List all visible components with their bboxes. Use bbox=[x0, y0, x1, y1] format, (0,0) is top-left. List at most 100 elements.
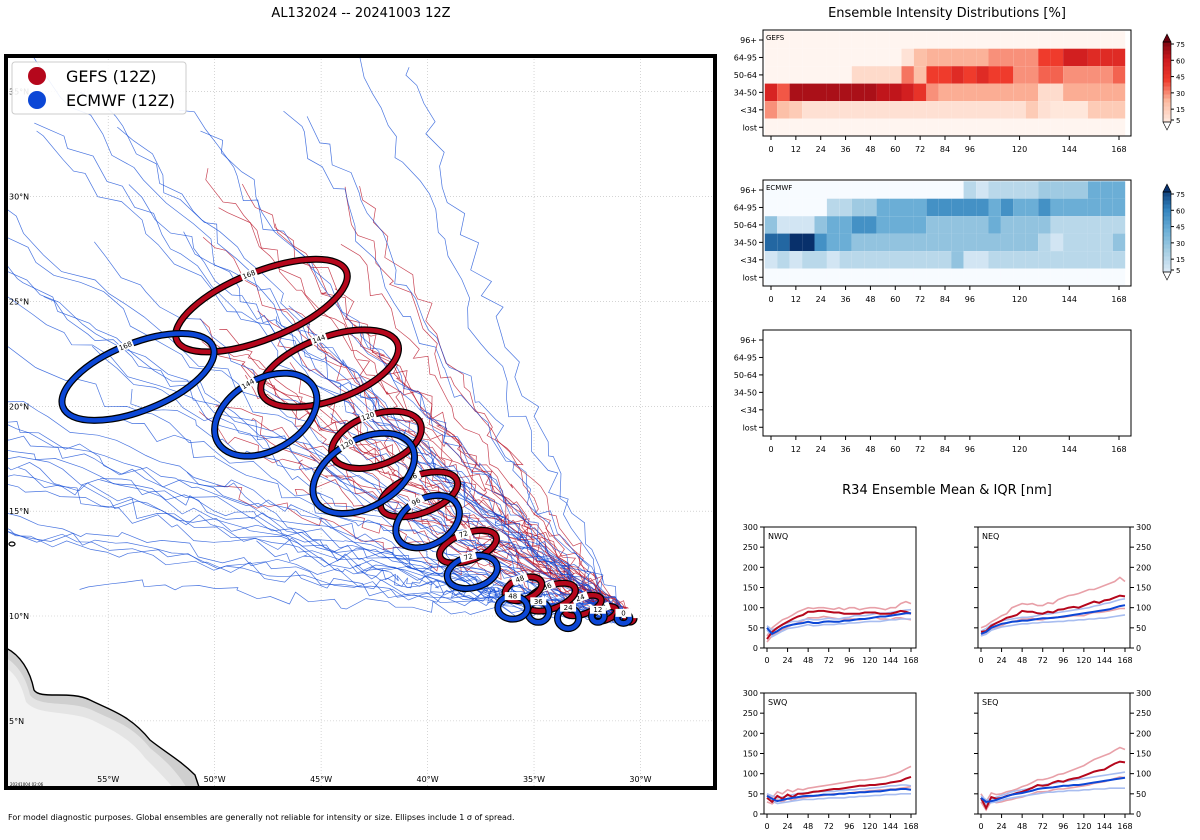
r34-ylabel: 100 bbox=[743, 770, 758, 779]
heatmap-cell bbox=[764, 101, 778, 119]
heatmap-xlabel: 120 bbox=[1012, 445, 1027, 454]
heatmap-cell bbox=[826, 31, 840, 49]
heatmap-cell bbox=[1075, 31, 1088, 49]
heatmap-cell bbox=[1038, 31, 1051, 49]
heatmap-cell bbox=[926, 233, 939, 252]
r34-xlabel: 120 bbox=[862, 822, 877, 831]
heatmap-ylabel: 50-64 bbox=[734, 221, 757, 230]
r34-xlabel: 48 bbox=[1017, 822, 1027, 831]
legend-ecmwf-marker bbox=[28, 91, 46, 109]
colorbar-step bbox=[1163, 264, 1171, 269]
heatmap-cell bbox=[951, 251, 964, 269]
heatmap-cell bbox=[1075, 198, 1088, 217]
legend-box bbox=[11, 61, 187, 115]
ecmwf-hour-label-bg bbox=[116, 339, 135, 353]
map-frame bbox=[4, 54, 717, 790]
heatmap-cell bbox=[976, 198, 989, 217]
heatmap-cell bbox=[1000, 181, 1014, 199]
heatmap-cell bbox=[976, 101, 989, 119]
r34-ylabel: 250 bbox=[1136, 543, 1151, 552]
colorbar-tick-label: 5 bbox=[1176, 117, 1180, 125]
heatmap-cell bbox=[1112, 268, 1126, 286]
heatmap-cell bbox=[1000, 251, 1014, 269]
heatmap-cell bbox=[1025, 118, 1039, 136]
map-stamp: 20241004 02:06 bbox=[10, 782, 44, 787]
heatmap-cell bbox=[951, 83, 964, 102]
heatmap-cell bbox=[764, 216, 778, 234]
heatmap-cell bbox=[1087, 198, 1101, 217]
heatmap-cell bbox=[1075, 181, 1088, 199]
heatmap-xlabel: 144 bbox=[1062, 295, 1077, 304]
r34-xlabel: 72 bbox=[824, 656, 834, 665]
r34-ylabel: 50 bbox=[1136, 624, 1146, 633]
heatmap-cell bbox=[864, 198, 877, 217]
track-line bbox=[306, 116, 631, 619]
track-line bbox=[299, 256, 630, 619]
heatmap-cell bbox=[764, 181, 778, 199]
track-line bbox=[6, 456, 630, 621]
r34-panel-neq: 0 50 100 150 200 250 300 0 24 48 72 96 120 144 168 NEQ bbox=[974, 523, 1151, 665]
heatmap-cell bbox=[889, 216, 902, 234]
heatmap-cell bbox=[1013, 118, 1026, 136]
heatmap-cell bbox=[1000, 66, 1014, 84]
gefs-hour-label-bg bbox=[510, 572, 529, 586]
heatmap-cell bbox=[876, 181, 889, 199]
gefs-ellipse-96: 96 bbox=[376, 468, 462, 521]
gefs-hour-label: 24 bbox=[575, 593, 587, 604]
heatmap-cell bbox=[876, 83, 889, 102]
heatmap-cell bbox=[864, 118, 877, 136]
ecmwf-hour-label-bg bbox=[337, 436, 356, 452]
heatmap-cell bbox=[901, 101, 914, 119]
heatmap-ylabel: 64-95 bbox=[734, 353, 757, 362]
lon-tick-label: 55°W bbox=[97, 775, 119, 784]
heatmap-frame bbox=[762, 329, 1132, 437]
r34-ylabel: 150 bbox=[1136, 750, 1151, 759]
heatmap-cell bbox=[926, 251, 939, 269]
ecmwf-hour-label-bg bbox=[504, 592, 521, 601]
heatmap-cell bbox=[1050, 83, 1063, 102]
heatmap-cell bbox=[1038, 251, 1051, 269]
heatmap-cell bbox=[764, 198, 778, 217]
heatmap-cell bbox=[826, 233, 840, 252]
heatmap-cell bbox=[951, 216, 964, 234]
track-line bbox=[6, 421, 630, 620]
r34-ylabel: 250 bbox=[743, 543, 758, 552]
heatmap-cell bbox=[826, 48, 840, 67]
ecmwf-hour-label-bg bbox=[589, 605, 606, 614]
r34-xlabel: 24 bbox=[996, 656, 1006, 665]
lat-tick-label: 15°N bbox=[9, 507, 29, 516]
heatmap-cell bbox=[814, 233, 827, 252]
heatmap-cell bbox=[1000, 216, 1014, 234]
heatmap-cell bbox=[876, 31, 889, 49]
heatmap-xlabel: 96 bbox=[965, 295, 975, 304]
heatmap-cell bbox=[1025, 83, 1039, 102]
heatmap-cell bbox=[814, 251, 827, 269]
r34-quadrant-label: NEQ bbox=[982, 532, 999, 541]
spread-ellipses: 0122436487296120144168012243648729612014… bbox=[58, 255, 638, 633]
heatmap-cell bbox=[938, 216, 952, 234]
heatmap-xlabel: 96 bbox=[965, 445, 975, 454]
heatmap-cell bbox=[1050, 233, 1063, 252]
heatmap-cell bbox=[802, 31, 815, 49]
colorbar-tick-label: 75 bbox=[1176, 191, 1185, 199]
r34-ylabel: 200 bbox=[1136, 729, 1151, 738]
heatmap-ylabel: 50-64 bbox=[734, 71, 757, 80]
heatmap-panel-label: GEFS bbox=[766, 34, 785, 42]
heatmap-cell bbox=[988, 216, 1001, 234]
colorbar-step bbox=[1163, 46, 1171, 51]
heatmap-cell bbox=[951, 31, 964, 49]
heatmap-cell bbox=[1087, 83, 1101, 102]
heatmap-cell bbox=[826, 66, 840, 84]
track-line bbox=[117, 126, 631, 619]
ecmwf-ellipse-96: 96 bbox=[392, 491, 463, 552]
heatmap-cell bbox=[976, 118, 989, 136]
heatmap-xlabel: 144 bbox=[1062, 145, 1077, 154]
heatmap-cell bbox=[976, 181, 989, 199]
heatmap-cell bbox=[839, 198, 852, 217]
heatmap-cell bbox=[802, 66, 815, 84]
colorbar-step bbox=[1163, 94, 1171, 99]
gefs-hour-label-bg bbox=[358, 409, 377, 423]
heatmap-panel-label: ECMWF bbox=[766, 184, 792, 192]
r34-ylabel: 100 bbox=[1136, 604, 1151, 613]
r34-series-ecmwf-mean bbox=[980, 776, 1126, 803]
